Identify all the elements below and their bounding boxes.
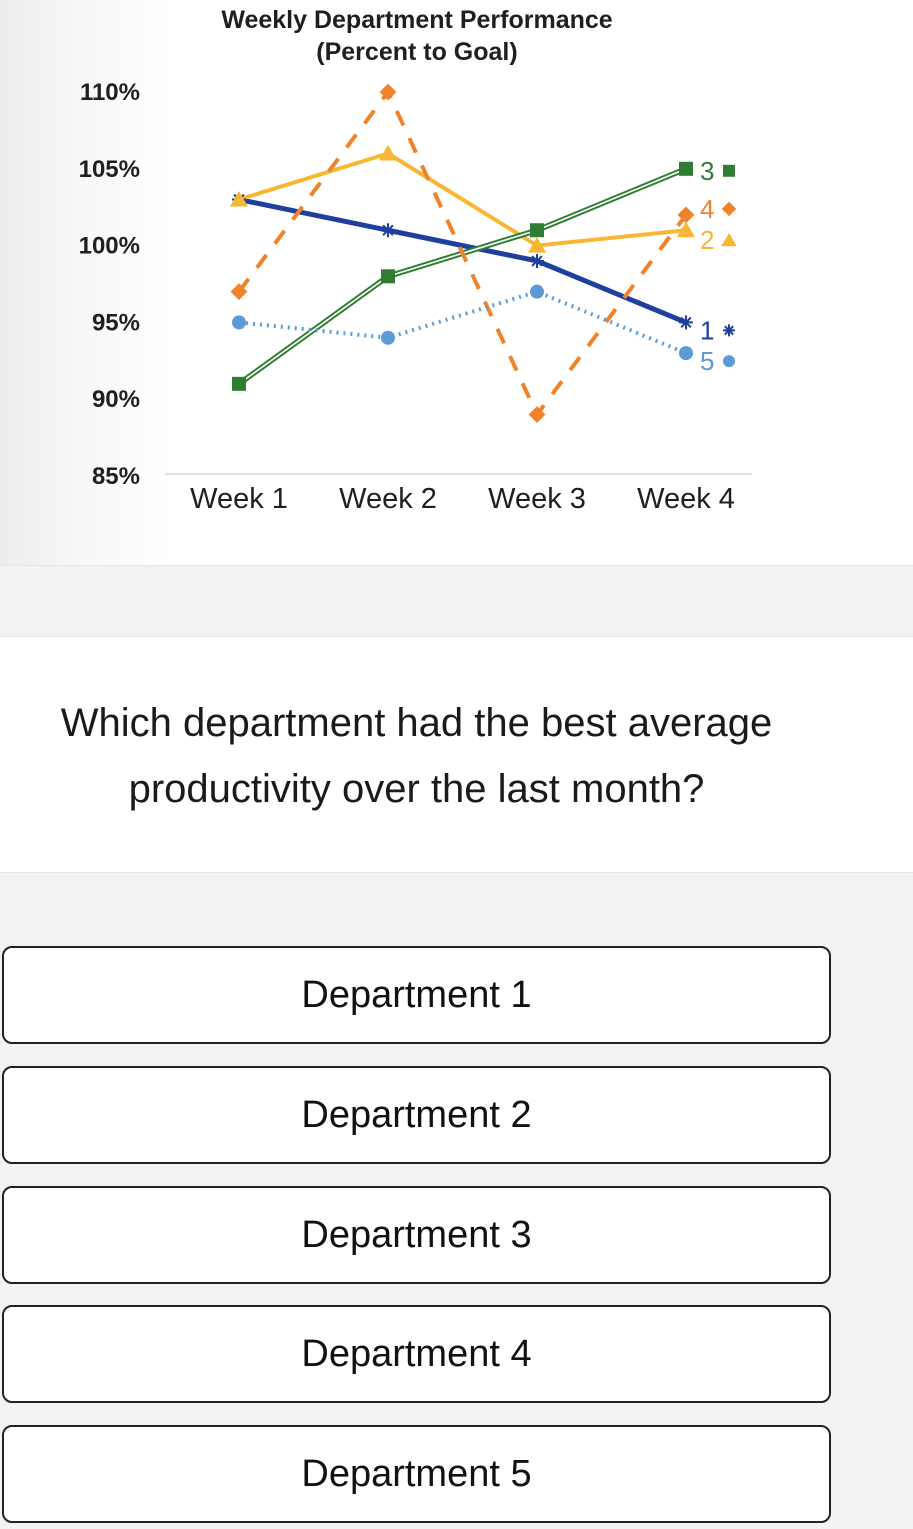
x-tick-label: Week 1: [190, 483, 288, 515]
y-tick-label: 110%: [80, 79, 140, 106]
option-department-4[interactable]: Department 4: [2, 1305, 831, 1403]
option-label: Department 5: [301, 1452, 532, 1495]
series-1-point: [679, 315, 693, 330]
series-2-point: [527, 237, 547, 253]
x-tick-label: Week 2: [339, 483, 437, 515]
y-tick-label: 95%: [92, 309, 140, 336]
question-line-1: Which department had the best average: [60, 701, 773, 745]
option-label: Department 1: [301, 973, 532, 1016]
series-4-line: [237, 88, 688, 419]
series-4-point: [230, 283, 248, 301]
chart-title: Weekly Department Performance: [221, 6, 612, 34]
series-5-point: [381, 330, 395, 345]
option-department-3[interactable]: Department 3: [2, 1186, 831, 1284]
series-3-label-marker: [723, 164, 735, 177]
series-5-point: [679, 346, 693, 361]
question-line-2: productivity over the last month?: [128, 767, 705, 811]
y-axis-ticks: 110% 105% 100% 95% 90% 85%: [79, 79, 140, 490]
series-1-label: 1: [700, 315, 714, 345]
series-3-label: 3: [700, 156, 714, 186]
option-label: Department 2: [301, 1093, 532, 1136]
x-tick-label: Week 4: [637, 483, 735, 515]
y-tick-label: 105%: [79, 156, 140, 183]
question-text: Which department had the best average pr…: [0, 690, 833, 822]
series-4-point: [379, 83, 397, 101]
series-4-label-marker: [721, 201, 737, 217]
option-label: Department 4: [301, 1332, 532, 1375]
series-3-point: [530, 223, 544, 238]
series-2-label-marker: [721, 233, 737, 247]
y-tick-label: 85%: [92, 463, 140, 490]
series-5-point: [530, 284, 544, 299]
series-3-point: [232, 376, 246, 391]
series-3-point: [381, 269, 395, 284]
option-label: Department 3: [301, 1213, 532, 1256]
series-1-point: [530, 253, 544, 268]
series-5-label: 5: [700, 346, 714, 376]
y-tick-label: 100%: [79, 233, 140, 260]
series-2-line: [238, 151, 687, 248]
series-lines: [237, 88, 688, 419]
series-1-line: [238, 197, 687, 325]
series-4-point: [528, 406, 546, 423]
series-2-point: [229, 191, 249, 207]
series-1-point: [381, 223, 395, 238]
option-department-1[interactable]: Department 1: [2, 946, 831, 1044]
series-5-point: [232, 315, 246, 330]
series-3-point: [679, 161, 693, 176]
series-5-line: [238, 289, 687, 355]
option-department-5[interactable]: Department 5: [2, 1425, 831, 1523]
chart-card: Weekly Department Performance (Percent t…: [0, 0, 913, 565]
series-2-point: [378, 145, 398, 161]
separator-band: [0, 565, 913, 637]
series-4-label: 4: [700, 194, 714, 224]
series-markers: [229, 83, 696, 423]
series-end-labels: 1 2 3 4 5: [700, 156, 737, 376]
y-tick-label: 90%: [92, 386, 140, 413]
series-5-label-marker: [723, 355, 735, 368]
series-1-label-marker: [723, 324, 735, 337]
line-chart: Weekly Department Performance (Percent t…: [79, 6, 752, 515]
x-axis-ticks: Week 1 Week 2 Week 3 Week 4: [190, 483, 735, 515]
x-tick-label: Week 3: [488, 483, 586, 515]
series-2-point: [676, 221, 696, 238]
chart-subtitle: (Percent to Goal): [316, 38, 517, 66]
option-department-2[interactable]: Department 2: [2, 1066, 831, 1164]
series-4-point: [677, 206, 695, 224]
series-2-label: 2: [700, 225, 714, 255]
